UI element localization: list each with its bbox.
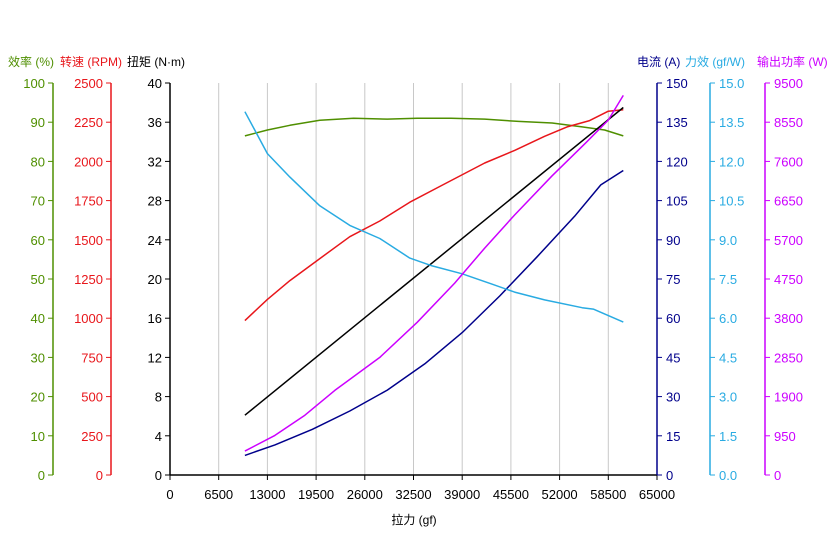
- rpm-series-line: [244, 108, 624, 322]
- x-axis-title: 拉力 (gf): [391, 512, 436, 527]
- force_eff-axis-title: 力效 (gf/W): [685, 54, 745, 69]
- power-tick-label: 950: [774, 429, 796, 444]
- torque-tick-label: 20: [148, 272, 162, 287]
- torque-tick-label: 8: [155, 390, 162, 405]
- x-tick-label: 26000: [347, 487, 383, 502]
- rpm-tick-label: 500: [81, 390, 103, 405]
- current-tick-label: 135: [666, 115, 688, 130]
- torque-tick-label: 36: [148, 115, 162, 130]
- current-tick-label: 150: [666, 76, 688, 91]
- power-tick-label: 0: [774, 468, 781, 483]
- current-tick-label: 15: [666, 429, 680, 444]
- power-tick-label: 7600: [774, 154, 803, 169]
- torque-tick-label: 32: [148, 154, 162, 169]
- force_eff-tick-label: 0.0: [719, 468, 737, 483]
- power-tick-label: 3800: [774, 311, 803, 326]
- force_eff-tick-label: 6.0: [719, 311, 737, 326]
- power-tick-label: 9500: [774, 76, 803, 91]
- torque-tick-label: 24: [148, 233, 162, 248]
- current-tick-label: 0: [666, 468, 673, 483]
- x-tick-label: 0: [166, 487, 173, 502]
- current-tick-label: 90: [666, 233, 680, 248]
- rpm-axis-title: 转速 (RPM): [60, 54, 122, 69]
- rpm-tick-label: 1500: [74, 233, 103, 248]
- efficiency-tick-label: 20: [31, 390, 45, 405]
- x-tick-label: 52000: [542, 487, 578, 502]
- torque-tick-label: 40: [148, 76, 162, 91]
- power-tick-label: 4750: [774, 272, 803, 287]
- efficiency-tick-label: 60: [31, 233, 45, 248]
- torque-tick-label: 16: [148, 311, 162, 326]
- efficiency-tick-label: 10: [31, 429, 45, 444]
- current-tick-label: 75: [666, 272, 680, 287]
- series-layer: [244, 95, 624, 457]
- force_eff-tick-label: 3.0: [719, 390, 737, 405]
- power-tick-label: 8550: [774, 115, 803, 130]
- axes: 0 6500 13000 19500 26000 32500 39000 45500 52000…: [8, 54, 828, 502]
- current-tick-label: 30: [666, 390, 680, 405]
- power-series-line: [244, 95, 624, 452]
- x-tick-label: 32500: [395, 487, 431, 502]
- efficiency-tick-label: 70: [31, 194, 45, 209]
- current-tick-label: 105: [666, 194, 688, 209]
- power-axis-title: 输出功率 (W): [757, 54, 828, 69]
- force_eff-series-line: [244, 111, 624, 323]
- efficiency-tick-label: 100: [23, 76, 45, 91]
- efficiency-axis-title: 效率 (%): [8, 54, 54, 69]
- force_eff-tick-label: 7.5: [719, 272, 737, 287]
- rpm-tick-label: 1750: [74, 194, 103, 209]
- current-tick-label: 45: [666, 350, 680, 365]
- current-tick-label: 60: [666, 311, 680, 326]
- rpm-tick-label: 2000: [74, 154, 103, 169]
- power-tick-label: 1900: [774, 390, 803, 405]
- torque-tick-label: 0: [155, 468, 162, 483]
- x-tick-label: 65000: [639, 487, 675, 502]
- efficiency-tick-label: 0: [38, 468, 45, 483]
- rpm-tick-label: 2250: [74, 115, 103, 130]
- force_eff-tick-label: 13.5: [719, 115, 744, 130]
- current-axis-title: 电流 (A): [637, 55, 680, 69]
- force_eff-tick-label: 1.5: [719, 429, 737, 444]
- rpm-tick-label: 1250: [74, 272, 103, 287]
- power-tick-label: 5700: [774, 233, 803, 248]
- x-tick-label: 45500: [493, 487, 529, 502]
- rpm-tick-label: 750: [81, 350, 103, 365]
- x-tick-label: 6500: [204, 487, 233, 502]
- torque-tick-label: 12: [148, 350, 162, 365]
- torque-series-line: [244, 106, 624, 416]
- x-tick-label: 39000: [444, 487, 480, 502]
- rpm-tick-label: 0: [96, 468, 103, 483]
- force_eff-tick-label: 10.5: [719, 194, 744, 209]
- rpm-tick-label: 2500: [74, 76, 103, 91]
- efficiency-tick-label: 50: [31, 272, 45, 287]
- efficiency-tick-label: 30: [31, 350, 45, 365]
- power-tick-label: 6650: [774, 194, 803, 209]
- force_eff-tick-label: 4.5: [719, 350, 737, 365]
- force_eff-tick-label: 12.0: [719, 154, 744, 169]
- torque-tick-label: 4: [155, 429, 162, 444]
- force_eff-tick-label: 15.0: [719, 76, 744, 91]
- x-tick-label: 13000: [249, 487, 285, 502]
- current-series-line: [244, 169, 624, 457]
- efficiency-tick-label: 90: [31, 115, 45, 130]
- torque-tick-label: 28: [148, 194, 162, 209]
- force_eff-tick-label: 9.0: [719, 233, 737, 248]
- torque-axis-title: 扭矩 (N·m): [127, 55, 185, 69]
- efficiency-series-line: [244, 117, 624, 137]
- efficiency-tick-label: 40: [31, 311, 45, 326]
- rpm-tick-label: 250: [81, 429, 103, 444]
- x-tick-label: 58500: [590, 487, 626, 502]
- power-tick-label: 2850: [774, 350, 803, 365]
- rpm-tick-label: 1000: [74, 311, 103, 326]
- efficiency-tick-label: 80: [31, 154, 45, 169]
- x-tick-label: 19500: [298, 487, 334, 502]
- current-tick-label: 120: [666, 154, 688, 169]
